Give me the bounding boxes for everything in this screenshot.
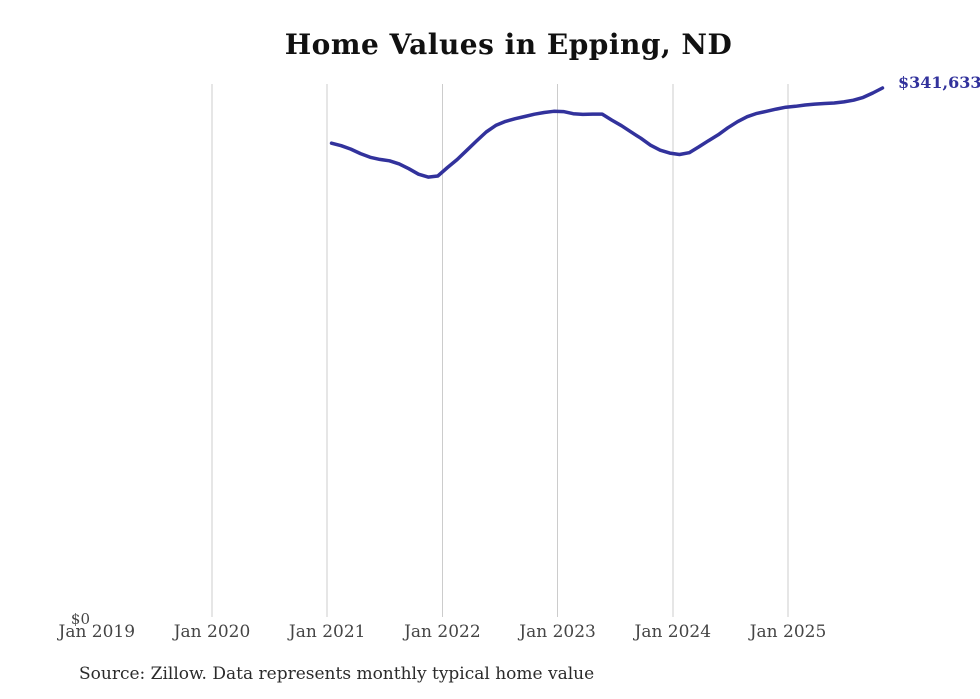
x-tick-label: Jan 2019 (58, 622, 136, 642)
chart-title: Home Values in Epping, ND (284, 28, 733, 61)
source-note: Source: Zillow. Data represents monthly … (79, 664, 595, 684)
x-tick-label: Jan 2021 (288, 622, 366, 642)
x-tick-label: Jan 2025 (749, 622, 827, 642)
y-axis-zero-label: $0 (70, 610, 90, 628)
last-value-label: $341,633 (898, 73, 980, 92)
x-tick-label: Jan 2024 (634, 622, 712, 642)
home-value-line (329, 86, 885, 179)
x-tick-label: Jan 2022 (404, 622, 481, 642)
x-tick-label: Jan 2020 (173, 622, 251, 642)
x-tick-label: Jan 2023 (519, 622, 596, 642)
